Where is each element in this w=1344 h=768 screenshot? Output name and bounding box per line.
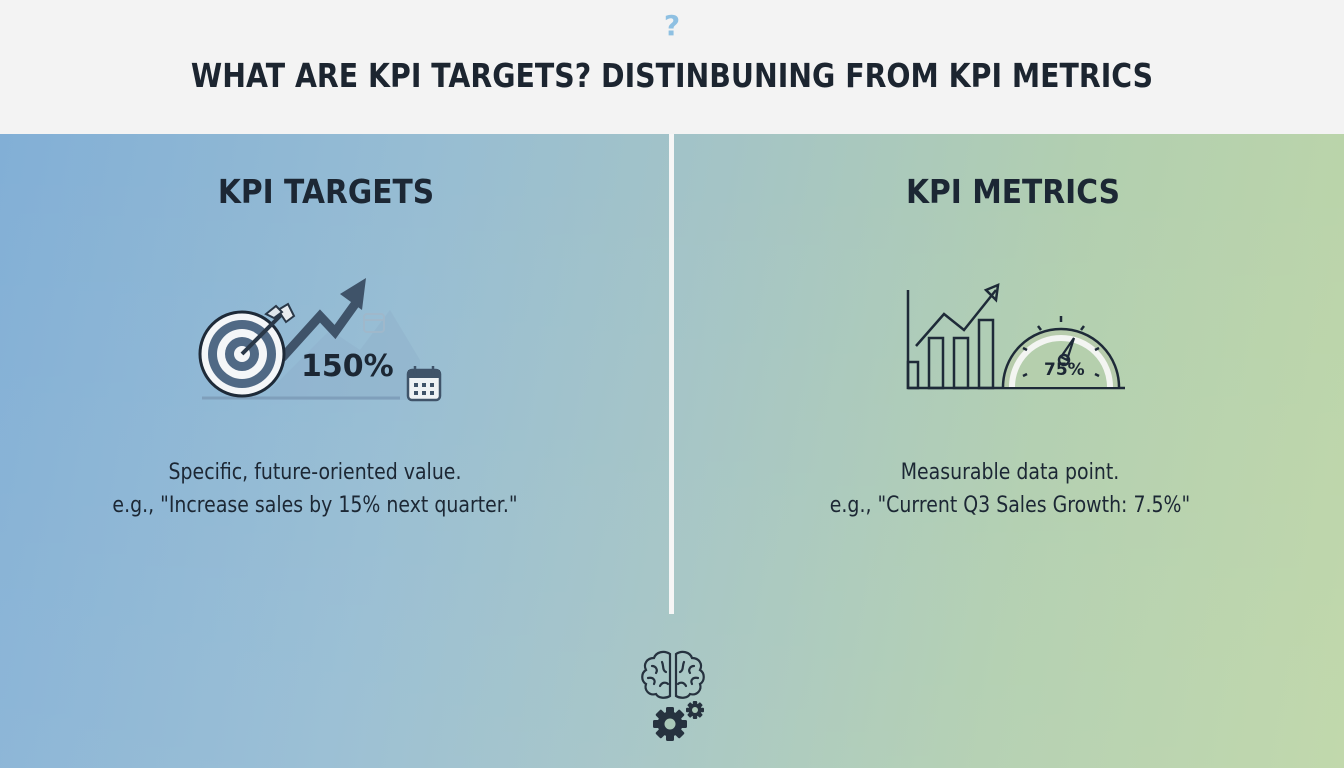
kpi-metrics-heading: KPI METRICS: [906, 172, 1120, 211]
target-arrow-growth-icon: [198, 278, 442, 402]
header: ? WHAT ARE KPI TARGETS? DISTINBUNING FRO…: [0, 0, 1344, 134]
brain-gears-icon: [641, 650, 705, 741]
question-mark-icon: ?: [663, 9, 681, 42]
bar-chart-gauge-icon: [906, 283, 1125, 390]
metric-value: 75%: [1044, 360, 1085, 380]
kpi-targets-desc-line2: e.g., "Increase sales by 15% next quarte…: [112, 493, 518, 518]
kpi-targets-desc-line1: Specific, future-oriented value.: [168, 460, 462, 485]
kpi-metrics-desc-line1: Measurable data point.: [900, 460, 1120, 485]
kpi-metrics-description: Measurable data point. e.g., "Current Q3…: [769, 456, 1251, 522]
column-divider: [669, 134, 674, 614]
page-title: WHAT ARE KPI TARGETS? DISTINBUNING FROM …: [190, 56, 1154, 95]
kpi-metrics-desc-line2: e.g., "Current Q3 Sales Growth: 7.5%": [829, 493, 1191, 518]
target-value: 150%: [301, 349, 394, 384]
kpi-targets-description: Specific, future-oriented value. e.g., "…: [74, 456, 556, 522]
kpi-targets-heading: KPI TARGETS: [217, 172, 435, 211]
